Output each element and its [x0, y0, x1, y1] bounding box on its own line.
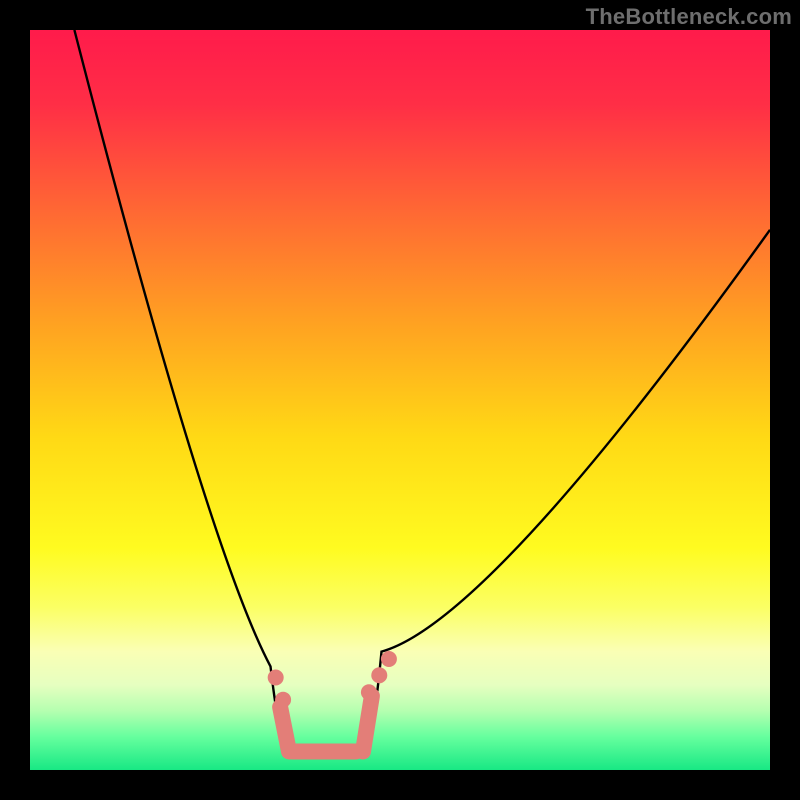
- bottleneck-chart: [0, 0, 800, 800]
- watermark-text: TheBottleneck.com: [586, 4, 792, 30]
- gradient-background: [30, 30, 770, 770]
